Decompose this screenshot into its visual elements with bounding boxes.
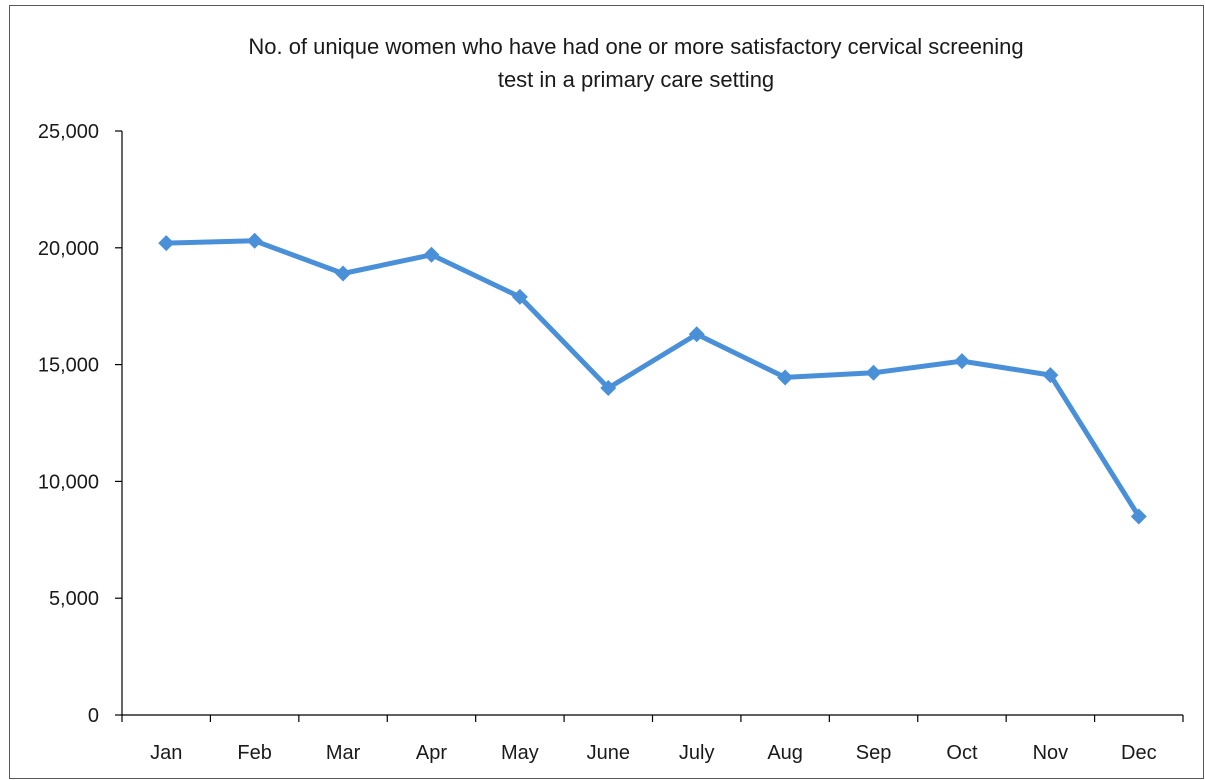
data-point-marker <box>600 379 617 396</box>
y-tick-label: 25,000 <box>38 121 99 143</box>
data-point-marker <box>246 232 263 249</box>
chart-title-line-2: test in a primary care setting <box>498 67 774 92</box>
x-tick-label: July <box>679 742 715 764</box>
x-tick-label: Sep <box>856 742 892 764</box>
data-point-marker <box>423 246 440 263</box>
y-tick-label: 0 <box>88 705 99 727</box>
data-point-marker <box>777 369 794 386</box>
y-axis: 0 5,000 10,000 15,000 20,000 25,000 <box>38 121 123 727</box>
chart-title-line-1: No. of unique women who have had one or … <box>248 34 1023 59</box>
x-tick-label: Aug <box>767 742 803 764</box>
x-tick-label: Apr <box>416 742 447 764</box>
series-line <box>163 238 1142 519</box>
x-tick-label: Dec <box>1121 742 1157 764</box>
data-point-marker <box>511 288 528 305</box>
y-tick-label: 5,000 <box>49 588 99 610</box>
data-point-marker <box>1042 367 1059 384</box>
y-tick-label: 20,000 <box>38 238 99 260</box>
x-tick-label: Feb <box>237 742 271 764</box>
data-point-marker <box>335 265 352 282</box>
x-tick-label: June <box>587 742 630 764</box>
data-point-marker <box>865 364 882 381</box>
x-tick-label: May <box>501 742 539 764</box>
x-tick-label: Oct <box>946 742 978 764</box>
data-point-marker <box>953 353 970 370</box>
data-point-marker <box>158 235 175 252</box>
data-point-marker <box>688 326 705 343</box>
x-axis: Jan Feb Mar Apr May June July Aug Sep Oct Nov Dec <box>121 714 1184 764</box>
x-tick-label: Mar <box>326 742 361 764</box>
x-tick-label: Jan <box>150 742 182 764</box>
y-tick-label: 15,000 <box>38 355 99 377</box>
series-group <box>158 232 1147 525</box>
x-tick-label: Nov <box>1033 742 1069 764</box>
data-point-marker <box>1130 508 1147 525</box>
y-tick-label: 10,000 <box>38 471 99 493</box>
